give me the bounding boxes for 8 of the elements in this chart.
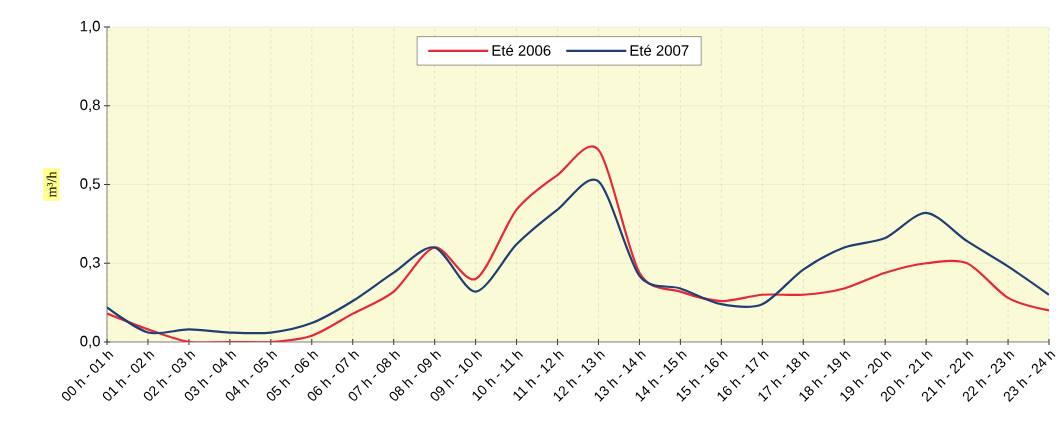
y-axis-title: m³/h	[46, 171, 57, 198]
y-tick-label: 1,0	[80, 20, 100, 34]
legend-label: Eté 2006	[492, 44, 551, 56]
y-tick-label: 0,0	[80, 335, 100, 349]
legend-label: Eté 2007	[630, 44, 689, 56]
y-tick-label: 0,5	[80, 178, 100, 191]
y-tick-label: 0,3	[80, 257, 100, 270]
y-tick-label: 0,8	[80, 99, 100, 112]
